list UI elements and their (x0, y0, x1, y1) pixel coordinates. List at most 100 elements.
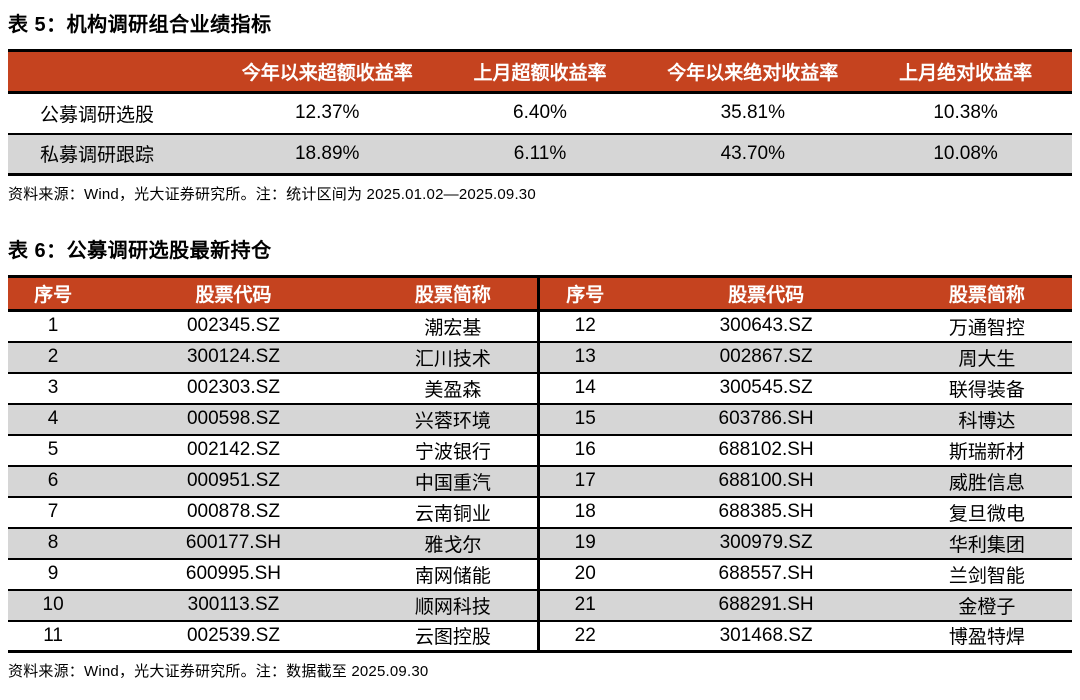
table-row: 私募调研跟踪 18.89% 6.11% 43.70% 10.08% (8, 132, 1072, 175)
stock-index: 15 (540, 402, 631, 435)
stock-code: 300643.SZ (719, 315, 813, 337)
table-row: 3 002303.SZ 美盈森 (8, 371, 539, 404)
table-row: 5 002142.SZ 宁波银行 (8, 433, 539, 466)
stock-name: 雅戈尔 (368, 526, 539, 559)
table6-source-note: 资料来源：Wind，光大证券研究所。注：数据截至 2025.09.30 (8, 663, 429, 680)
col-header-ytd-excess: 今年以来超额收益率 (220, 50, 434, 94)
table-row: 6 000951.SZ 中国重汽 (8, 464, 539, 497)
table-row: 20 688557.SH 兰剑智能 (540, 557, 1072, 590)
stock-code: 002867.SZ (630, 340, 902, 373)
col-header-index: 序号 (8, 276, 99, 312)
table6-title: 表 6：公募调研选股最新持仓 (8, 240, 272, 262)
stock-code: 600995.SH (98, 557, 369, 590)
table5-source-note: 资料来源：Wind，光大证券研究所。注：统计区间为 2025.01.02—202… (8, 186, 536, 203)
col-header-index: 序号 (540, 276, 631, 312)
row-label: 公募调研选股 (40, 104, 155, 126)
table-row: 1 002345.SZ 潮宏基 (8, 311, 539, 342)
stock-index: 18 (540, 495, 631, 528)
stock-name: 顺网科技 (368, 588, 539, 621)
cell-value: 6.40% (513, 102, 567, 124)
stock-code: 000951.SZ (98, 464, 369, 497)
stock-index: 8 (8, 526, 99, 559)
row-label: 私募调研跟踪 (8, 132, 221, 175)
col-header-ytd-absolute: 今年以来绝对收益率 (646, 50, 860, 94)
stock-code: 688385.SH (630, 495, 902, 528)
stock-code: 002539.SZ (98, 619, 369, 652)
cell-value: 10.08% (859, 132, 1072, 175)
stock-name: 斯瑞新材 (901, 433, 1072, 466)
stock-code: 002345.SZ (186, 315, 280, 337)
performance-header-row: 今年以来超额收益率 上月超额收益率 今年以来绝对收益率 上月绝对收益率 (8, 50, 1072, 94)
table-row: 12 300643.SZ 万通智控 (540, 311, 1072, 342)
table-row: 15 603786.SH 科博达 (540, 402, 1072, 435)
stock-index: 19 (540, 526, 631, 559)
stock-index: 4 (8, 402, 99, 435)
holdings-header-row: 序号 股票代码 股票简称 (8, 276, 539, 312)
stock-index: 22 (540, 619, 631, 652)
stock-name: 金橙子 (901, 588, 1072, 621)
stock-name: 复旦微电 (901, 495, 1072, 528)
cell-value: 10.38% (933, 102, 998, 124)
performance-table: 今年以来超额收益率 上月超额收益率 今年以来绝对收益率 上月绝对收益率 公募调研… (8, 49, 1072, 176)
stock-code: 688557.SH (630, 557, 902, 590)
table-row: 14 300545.SZ 联得装备 (540, 371, 1072, 404)
col-header-stock-name: 股票简称 (901, 276, 1072, 312)
stock-name: 博盈特焊 (901, 619, 1072, 652)
col-header-stock-code: 股票代码 (630, 276, 902, 312)
stock-index: 9 (8, 557, 99, 590)
stock-code: 688102.SH (630, 433, 902, 466)
stock-index: 10 (8, 588, 99, 621)
table-row: 9 600995.SH 南网储能 (8, 557, 539, 590)
table-row: 13 002867.SZ 周大生 (540, 340, 1072, 373)
stock-code: 002142.SZ (98, 433, 369, 466)
col-header-stock-code: 股票代码 (98, 276, 369, 312)
stock-name: 兴蓉环境 (368, 402, 539, 435)
table-row: 4 000598.SZ 兴蓉环境 (8, 402, 539, 435)
table-row: 10 300113.SZ 顺网科技 (8, 588, 539, 621)
stock-index: 6 (8, 464, 99, 497)
stock-code: 600177.SH (98, 526, 369, 559)
stock-index: 21 (540, 588, 631, 621)
col-header-lastmonth-absolute: 上月绝对收益率 (859, 50, 1072, 94)
corner-cell (8, 50, 221, 94)
stock-index: 3 (8, 371, 99, 404)
stock-index: 5 (8, 433, 99, 466)
stock-code: 000598.SZ (98, 402, 369, 435)
stock-index: 7 (8, 495, 99, 528)
stock-code: 688291.SH (630, 588, 902, 621)
table-row: 21 688291.SH 金橙子 (540, 588, 1072, 621)
table-row: 17 688100.SH 威胜信息 (540, 464, 1072, 497)
stock-index: 16 (540, 433, 631, 466)
table-row: 11 002539.SZ 云图控股 (8, 619, 539, 652)
cell-value: 35.81% (720, 102, 786, 124)
stock-code: 300545.SZ (630, 371, 902, 404)
stock-index: 1 (47, 315, 59, 337)
table-row: 16 688102.SH 斯瑞新材 (540, 433, 1072, 466)
stock-name: 兰剑智能 (901, 557, 1072, 590)
stock-code: 300979.SZ (630, 526, 902, 559)
stock-code: 000878.SZ (98, 495, 369, 528)
stock-name: 美盈森 (368, 371, 539, 404)
stock-index: 11 (8, 619, 99, 652)
stock-name: 汇川技术 (368, 340, 539, 373)
stock-name: 联得装备 (901, 371, 1072, 404)
col-header-stock-name: 股票简称 (368, 276, 539, 312)
stock-code: 301468.SZ (630, 619, 902, 652)
stock-name: 威胜信息 (901, 464, 1072, 497)
cell-value: 18.89% (220, 132, 434, 175)
stock-code: 688100.SH (630, 464, 902, 497)
table5-title: 表 5：机构调研组合业绩指标 (8, 14, 272, 36)
table-row: 公募调研选股 12.37% 6.40% 35.81% 10.38% (8, 93, 1072, 134)
table-row: 8 600177.SH 雅戈尔 (8, 526, 539, 559)
table-row: 22 301468.SZ 博盈特焊 (540, 619, 1072, 652)
stock-name: 华利集团 (901, 526, 1072, 559)
stock-name: 潮宏基 (424, 317, 482, 339)
stock-name: 万通智控 (948, 317, 1025, 339)
stock-code: 603786.SH (630, 402, 902, 435)
cell-value: 12.37% (294, 102, 360, 124)
stock-index: 13 (540, 340, 631, 373)
col-header-lastmonth-excess: 上月超额收益率 (433, 50, 647, 94)
holdings-table-left: 序号 股票代码 股票简称 1 002345.SZ 潮宏基 2 300124.SZ 汇川技… (8, 275, 540, 653)
cell-value: 6.11% (433, 132, 647, 175)
table-row: 7 000878.SZ 云南铜业 (8, 495, 539, 528)
